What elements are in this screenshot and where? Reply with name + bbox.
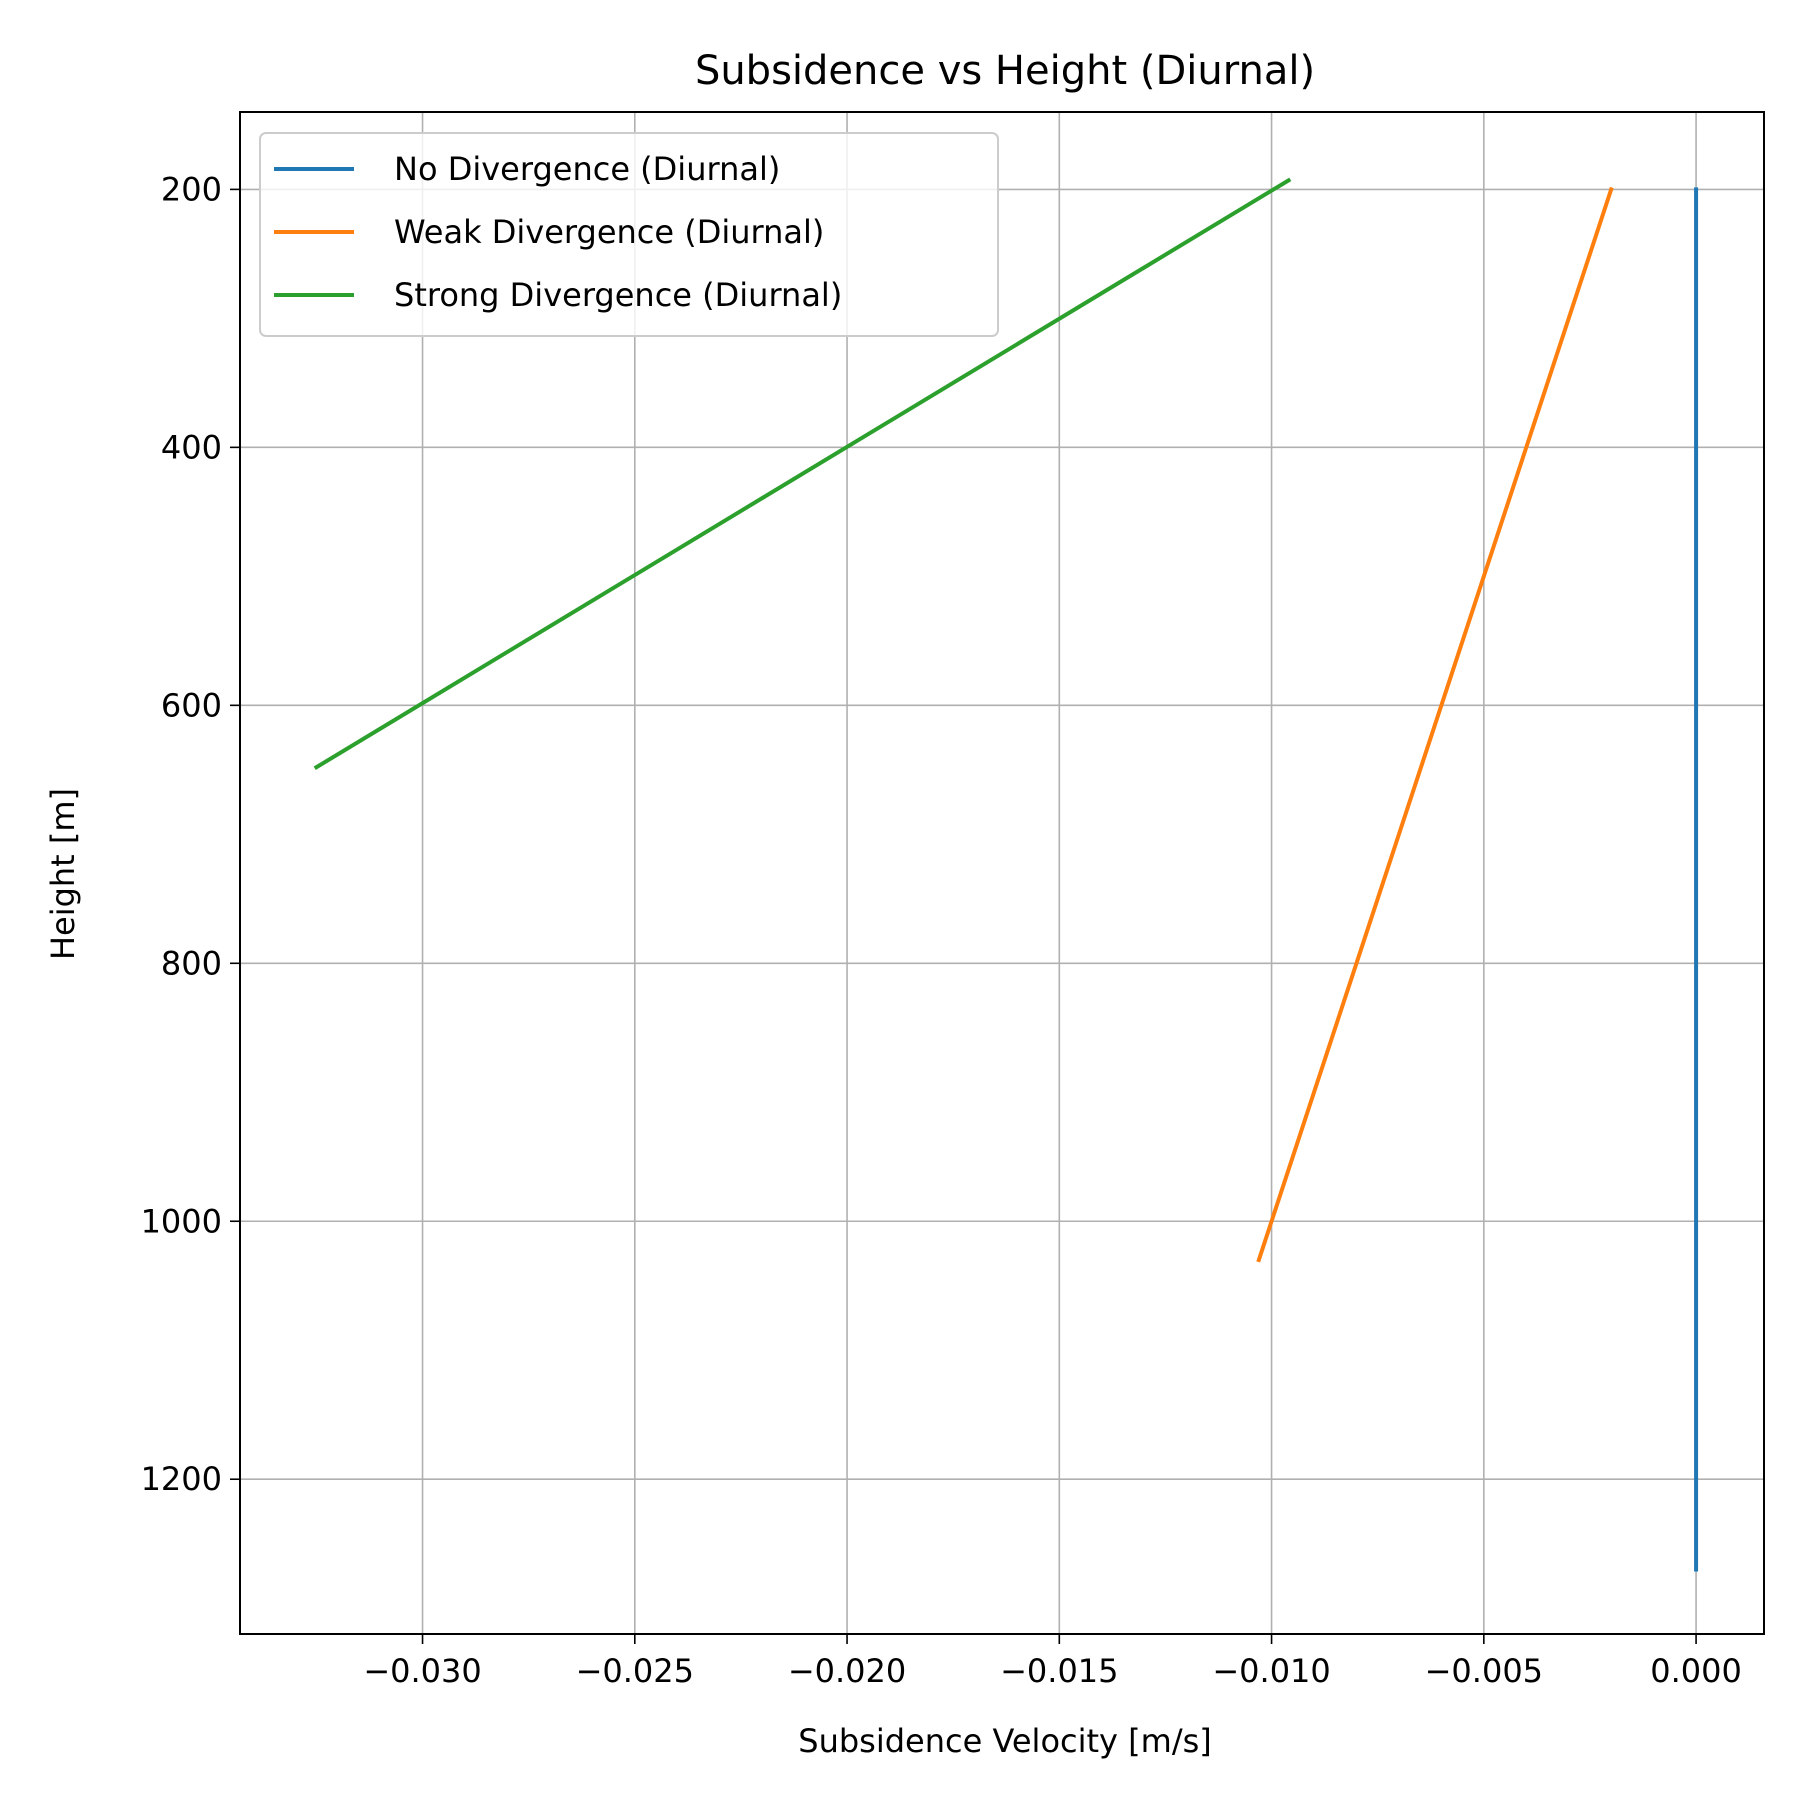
x-tick-label: −0.020 [788,1652,906,1690]
series-line-3 [313,177,1292,770]
legend-box [259,132,999,337]
legend: No Divergence (Diurnal) Weak Divergence (… [259,132,999,337]
x-tick-label: 0.000 [1650,1652,1742,1690]
x-axis-label: Subsidence Velocity [m/s] [798,1722,1212,1760]
legend-label: No Divergence (Diurnal) [394,150,780,188]
chart-title: Subsidence vs Height (Diurnal) [695,48,1315,94]
series-lines [313,177,1699,1572]
y-tick-label: 600 [161,686,222,724]
y-tick-label: 800 [161,944,222,982]
y-axis-label: Height [m] [44,788,82,960]
y-tick-label: 1200 [141,1460,222,1498]
y-tick-label: 200 [161,170,222,208]
x-tick-label: −0.015 [1000,1652,1118,1690]
plot-area-frame [239,111,1765,1635]
x-tick-label: −0.030 [363,1652,481,1690]
axis-ticks: −0.030 −0.025 −0.020 −0.015 −0.010 −0.005 0.00… [141,170,1742,1690]
legend-label: Strong Divergence (Diurnal) [394,276,842,314]
series-line-2 [1256,186,1614,1263]
y-tick-label: 400 [161,428,222,466]
x-tick-label: −0.005 [1425,1652,1543,1690]
y-tick-label: 1000 [141,1202,222,1240]
x-tick-label: −0.025 [576,1652,694,1690]
x-tick-label: −0.010 [1212,1652,1330,1690]
legend-label: Weak Divergence (Diurnal) [394,213,824,251]
